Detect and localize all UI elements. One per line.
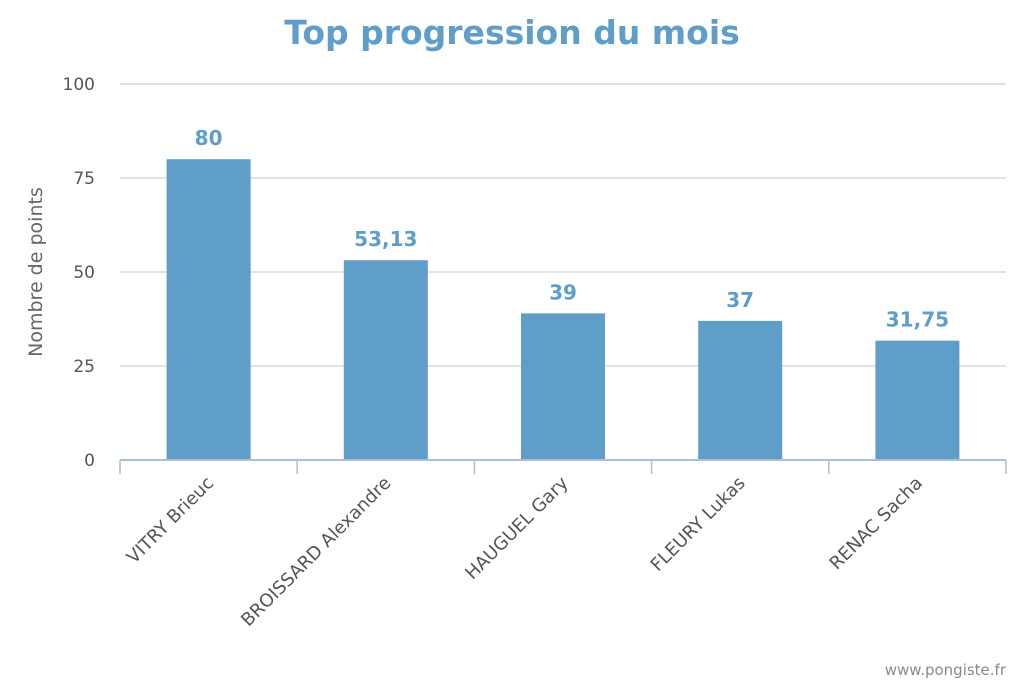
x-tick-label: BROISSARD Alexandre (237, 473, 395, 631)
chart-title: Top progression du mois (284, 13, 740, 52)
bar (875, 340, 960, 460)
credit-text: www.pongiste.fr (885, 661, 1007, 679)
y-axis-label: Nombre de points (25, 187, 47, 357)
x-tick-label: HAUGUEL Gary (461, 472, 572, 583)
bar (166, 159, 251, 460)
y-tick-label: 0 (84, 451, 95, 471)
y-tick-label: 100 (63, 75, 95, 95)
data-label: 31,75 (886, 308, 949, 332)
x-tick-label: RENAC Sacha (826, 473, 927, 574)
bars (166, 159, 960, 460)
y-axis-ticks: 0 25 50 75 100 (63, 75, 95, 471)
y-tick-label: 25 (73, 357, 95, 377)
data-label: 80 (195, 126, 223, 150)
x-tick-label: FLEURY Lukas (647, 473, 750, 576)
y-tick-label: 75 (73, 169, 95, 189)
data-label: 39 (549, 280, 577, 304)
bar (343, 260, 428, 460)
x-tick-label: VITRY Brieuc (123, 473, 218, 568)
data-label: 53,13 (354, 227, 417, 251)
x-axis-ticks: VITRY Brieuc BROISSARD Alexandre HAUGUEL G… (123, 472, 927, 630)
bar (521, 313, 605, 460)
data-labels: 80 53,13 39 37 31,75 (195, 126, 949, 331)
data-label: 37 (726, 288, 754, 312)
x-axis (119, 459, 1007, 474)
bar (698, 320, 783, 460)
y-tick-label: 50 (73, 263, 95, 283)
